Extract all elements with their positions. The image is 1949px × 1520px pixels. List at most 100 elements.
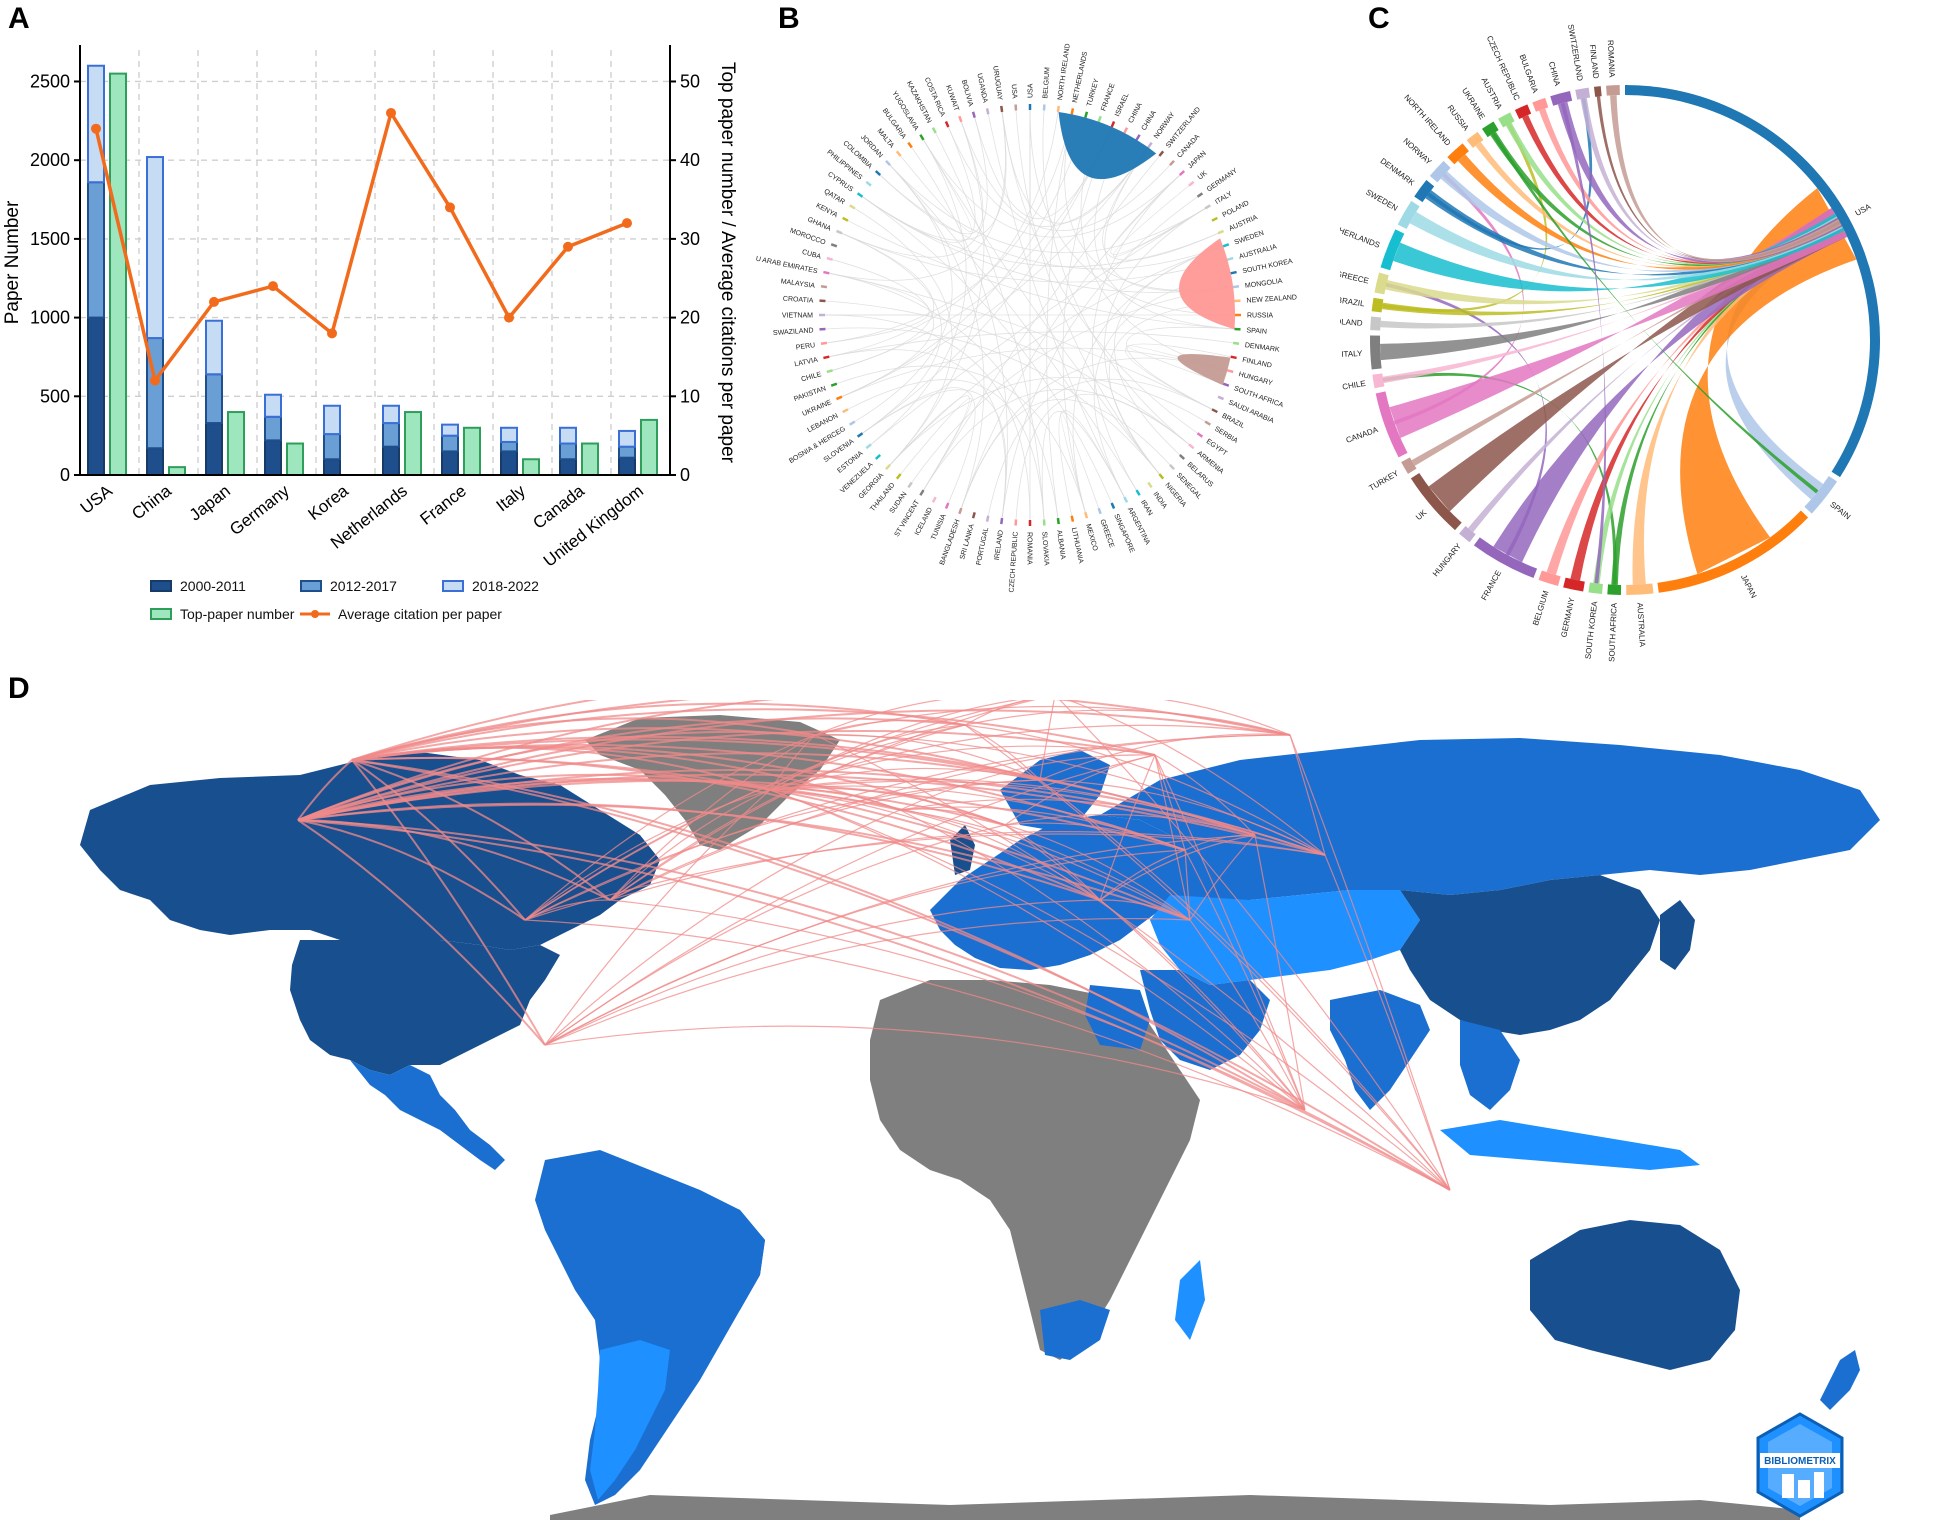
avg-citation-point — [386, 107, 396, 118]
chord-arc — [1466, 131, 1484, 148]
x-tick-label: United Kingdom — [540, 481, 647, 570]
chord-link — [832, 232, 935, 371]
chord-label: JAPAN — [1187, 150, 1208, 170]
chord-link — [854, 164, 953, 422]
chord-label: RUSSIA — [1445, 103, 1470, 133]
avg-citation-point — [268, 281, 278, 292]
chord-sector — [1211, 216, 1218, 222]
chord-link — [1001, 111, 1149, 224]
chord-link — [911, 147, 1008, 519]
chord-label: RUSSIA — [1247, 313, 1273, 320]
chord-label: VIETNAM — [782, 313, 813, 320]
chord-link — [923, 139, 1181, 238]
chord-sector — [865, 443, 872, 450]
chord-link — [960, 399, 1171, 509]
map-link — [769, 789, 1306, 1111]
chord-link — [829, 272, 1213, 410]
map-link — [899, 798, 1256, 836]
y2-tick-label: 10 — [680, 386, 700, 406]
chord-sector-japan — [1177, 353, 1231, 386]
chord-label: GERMANY — [1559, 596, 1576, 638]
bar-2012-2017 — [559, 442, 577, 461]
map-link — [297, 819, 1451, 1191]
chord-link — [841, 147, 1149, 398]
chord-label: GREECE — [1098, 519, 1115, 550]
x-tick-label: Korea — [305, 481, 353, 524]
chord-label: TURKEY — [1368, 468, 1401, 492]
chord-sector — [1196, 432, 1204, 438]
map-link — [964, 724, 1451, 1191]
chord-label: IRELAND — [994, 530, 1005, 561]
chord-label: BELGIUM — [1042, 67, 1051, 99]
land-mexico — [350, 1060, 505, 1170]
map-link — [351, 702, 966, 761]
land-argentina — [590, 1340, 670, 1500]
chord-sector — [820, 341, 828, 345]
chord-sector — [823, 355, 830, 360]
bar-2000-2011 — [264, 439, 282, 476]
bar-2018-2022 — [323, 404, 341, 436]
chord-link — [889, 164, 1137, 491]
chord-link — [1046, 114, 1073, 519]
chord-ribbon — [1428, 208, 1848, 512]
chord-label: MONGOLIA — [1245, 278, 1284, 290]
chord-sector — [1217, 395, 1225, 401]
legend-label: 2018-2022 — [472, 578, 539, 594]
chord-link — [1126, 326, 1235, 410]
chord-sector — [874, 170, 882, 176]
map-link — [524, 700, 1033, 921]
chord-label: FRANCE — [1100, 82, 1116, 112]
chord-diagram-c: USA SPAIN JAPAN AUSTRALIA SOUTH AFRICA SOUTH … — [1340, 24, 1880, 662]
map-link — [1039, 733, 1291, 781]
chord-label: ITALY — [1214, 190, 1234, 206]
chord-sector — [1188, 180, 1195, 187]
chord-sector — [1084, 111, 1089, 118]
map-link — [544, 824, 1006, 1046]
map-link — [769, 700, 1020, 791]
chord-link — [841, 232, 942, 434]
chord-label: BRAZIL — [1221, 413, 1246, 431]
land-se-asia — [1460, 1020, 1520, 1110]
chord-sector — [1123, 127, 1129, 134]
bar-2012-2017 — [618, 445, 636, 459]
chord-link — [911, 286, 1234, 483]
bar-2018-2022 — [382, 404, 400, 425]
chord-label: MALAYSIA — [780, 278, 815, 290]
chord-link — [879, 174, 1224, 270]
x-tick-label: Italy — [493, 481, 530, 515]
chord-link — [862, 389, 1007, 519]
avg-citation-point — [209, 296, 219, 307]
map-link — [899, 806, 1186, 851]
chord-label: CROATIA — [783, 296, 814, 305]
map-link — [1099, 849, 1186, 901]
x-tick-label: France — [417, 481, 470, 529]
chord-arc — [1657, 510, 1809, 593]
legend-line-marker — [300, 610, 330, 618]
land-europe — [930, 815, 1190, 970]
bar-2018-2022 — [205, 319, 223, 376]
chord-label: TUNISIA — [930, 513, 948, 541]
chord-label: USA — [1854, 202, 1873, 218]
chord-ribbon — [1680, 188, 1857, 575]
chord-ribbon — [1560, 102, 1607, 584]
map-link — [1154, 754, 1186, 851]
land-india — [1330, 990, 1430, 1110]
chord-label: SWITZERLAND — [1566, 24, 1585, 82]
chord-link — [1062, 126, 1113, 513]
x-tick-label: Germany — [226, 481, 293, 539]
chord-diagram-b: USA BELGIUM NORTH IRELAND NETHERLANDSTURKEY… — [755, 43, 1297, 593]
chord-label: NETHERLANDS — [1340, 220, 1381, 250]
chord-label: SLOVAKIA — [1040, 531, 1049, 566]
legend-label: Average citation per paper — [338, 606, 502, 622]
chord-sector — [849, 204, 856, 210]
map-link — [1004, 824, 1306, 1111]
chord-sector — [1123, 496, 1129, 503]
chord-label: UK — [1414, 507, 1429, 521]
map-link — [1059, 700, 1451, 1191]
chord-label: GERMANY — [1206, 167, 1239, 193]
chord-label: NEW ZEALAND — [1246, 294, 1297, 304]
chord-label: AUSTRIA — [1479, 76, 1504, 111]
bar-2012-2017 — [87, 181, 105, 319]
chord-sector — [1232, 341, 1240, 345]
chord-sector — [842, 408, 849, 414]
